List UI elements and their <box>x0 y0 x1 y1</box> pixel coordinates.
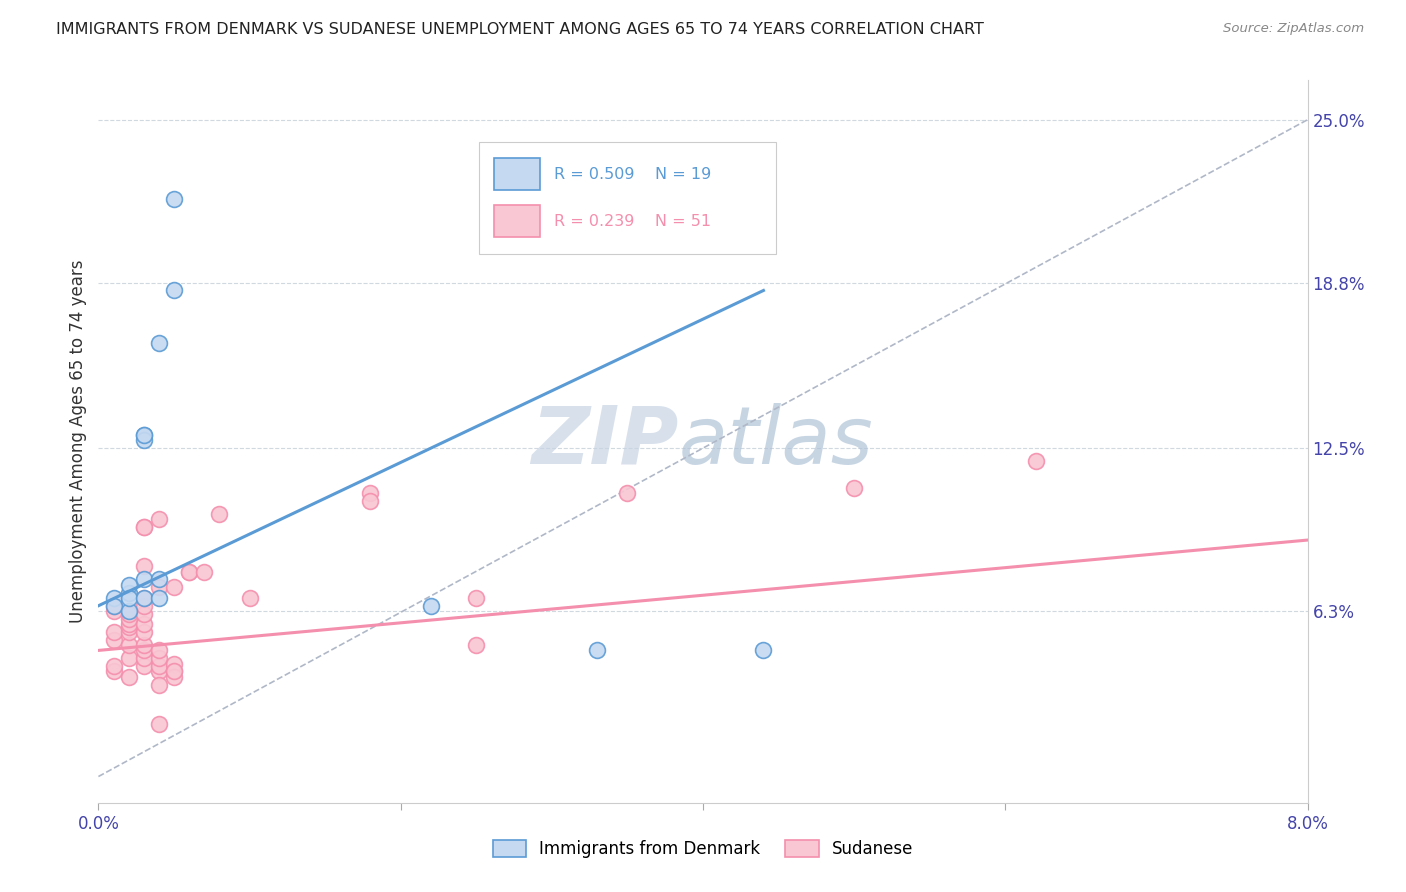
Point <box>360 493 382 508</box>
Point <box>118 620 141 634</box>
Point <box>118 604 141 618</box>
Point <box>118 585 141 599</box>
Point <box>132 638 155 652</box>
Point <box>132 428 155 442</box>
Point <box>179 565 201 579</box>
Point <box>118 612 141 626</box>
Point <box>208 507 231 521</box>
Point <box>132 625 155 640</box>
Point <box>103 659 125 673</box>
Point <box>193 565 215 579</box>
Point <box>132 520 155 534</box>
Point <box>132 520 155 534</box>
Point <box>118 617 141 632</box>
Point <box>465 638 488 652</box>
Point <box>844 481 866 495</box>
Point <box>118 625 141 640</box>
Point <box>103 632 125 647</box>
Point <box>616 485 638 500</box>
Point <box>103 625 125 640</box>
Point <box>163 192 186 206</box>
Point <box>118 670 141 684</box>
Point <box>132 659 155 673</box>
Point <box>132 559 155 574</box>
Point <box>118 651 141 665</box>
Point <box>179 565 201 579</box>
Legend: Immigrants from Denmark, Sudanese: Immigrants from Denmark, Sudanese <box>484 832 922 867</box>
Point <box>148 651 170 665</box>
Point <box>148 573 170 587</box>
Point <box>163 670 186 684</box>
Point <box>118 591 141 605</box>
Point <box>118 638 141 652</box>
Point <box>148 643 170 657</box>
Point <box>148 336 170 351</box>
Point <box>163 284 186 298</box>
Point <box>1025 454 1047 468</box>
Point <box>163 665 186 679</box>
Point <box>103 599 125 613</box>
Point <box>752 643 775 657</box>
Point <box>148 512 170 526</box>
Point <box>148 677 170 691</box>
Point <box>118 578 141 592</box>
Point <box>103 604 125 618</box>
Point <box>148 580 170 594</box>
FancyBboxPatch shape <box>494 158 540 191</box>
Point <box>132 651 155 665</box>
Point <box>586 643 609 657</box>
Point <box>239 591 262 605</box>
Text: R = 0.239    N = 51: R = 0.239 N = 51 <box>554 214 711 228</box>
Point <box>465 591 488 605</box>
Point <box>132 643 155 657</box>
Point <box>103 591 125 605</box>
Point <box>132 591 155 605</box>
Point <box>132 617 155 632</box>
Point <box>132 599 155 613</box>
Point <box>360 485 382 500</box>
FancyBboxPatch shape <box>479 142 776 253</box>
FancyBboxPatch shape <box>494 205 540 237</box>
Point <box>103 599 125 613</box>
Point <box>103 665 125 679</box>
Point <box>148 659 170 673</box>
Y-axis label: Unemployment Among Ages 65 to 74 years: Unemployment Among Ages 65 to 74 years <box>69 260 87 624</box>
Point <box>132 434 155 448</box>
Text: atlas: atlas <box>679 402 873 481</box>
Point <box>148 665 170 679</box>
Point <box>118 607 141 621</box>
Point <box>420 599 443 613</box>
Point <box>148 591 170 605</box>
Point <box>163 665 186 679</box>
Text: Source: ZipAtlas.com: Source: ZipAtlas.com <box>1223 22 1364 36</box>
Text: R = 0.509    N = 19: R = 0.509 N = 19 <box>554 167 711 182</box>
Point <box>132 573 155 587</box>
Point <box>163 580 186 594</box>
Point <box>132 591 155 605</box>
Point <box>132 607 155 621</box>
Text: ZIP: ZIP <box>531 402 679 481</box>
Point <box>132 428 155 442</box>
Point <box>148 717 170 731</box>
Text: IMMIGRANTS FROM DENMARK VS SUDANESE UNEMPLOYMENT AMONG AGES 65 TO 74 YEARS CORRE: IMMIGRANTS FROM DENMARK VS SUDANESE UNEM… <box>56 22 984 37</box>
Point <box>163 657 186 671</box>
